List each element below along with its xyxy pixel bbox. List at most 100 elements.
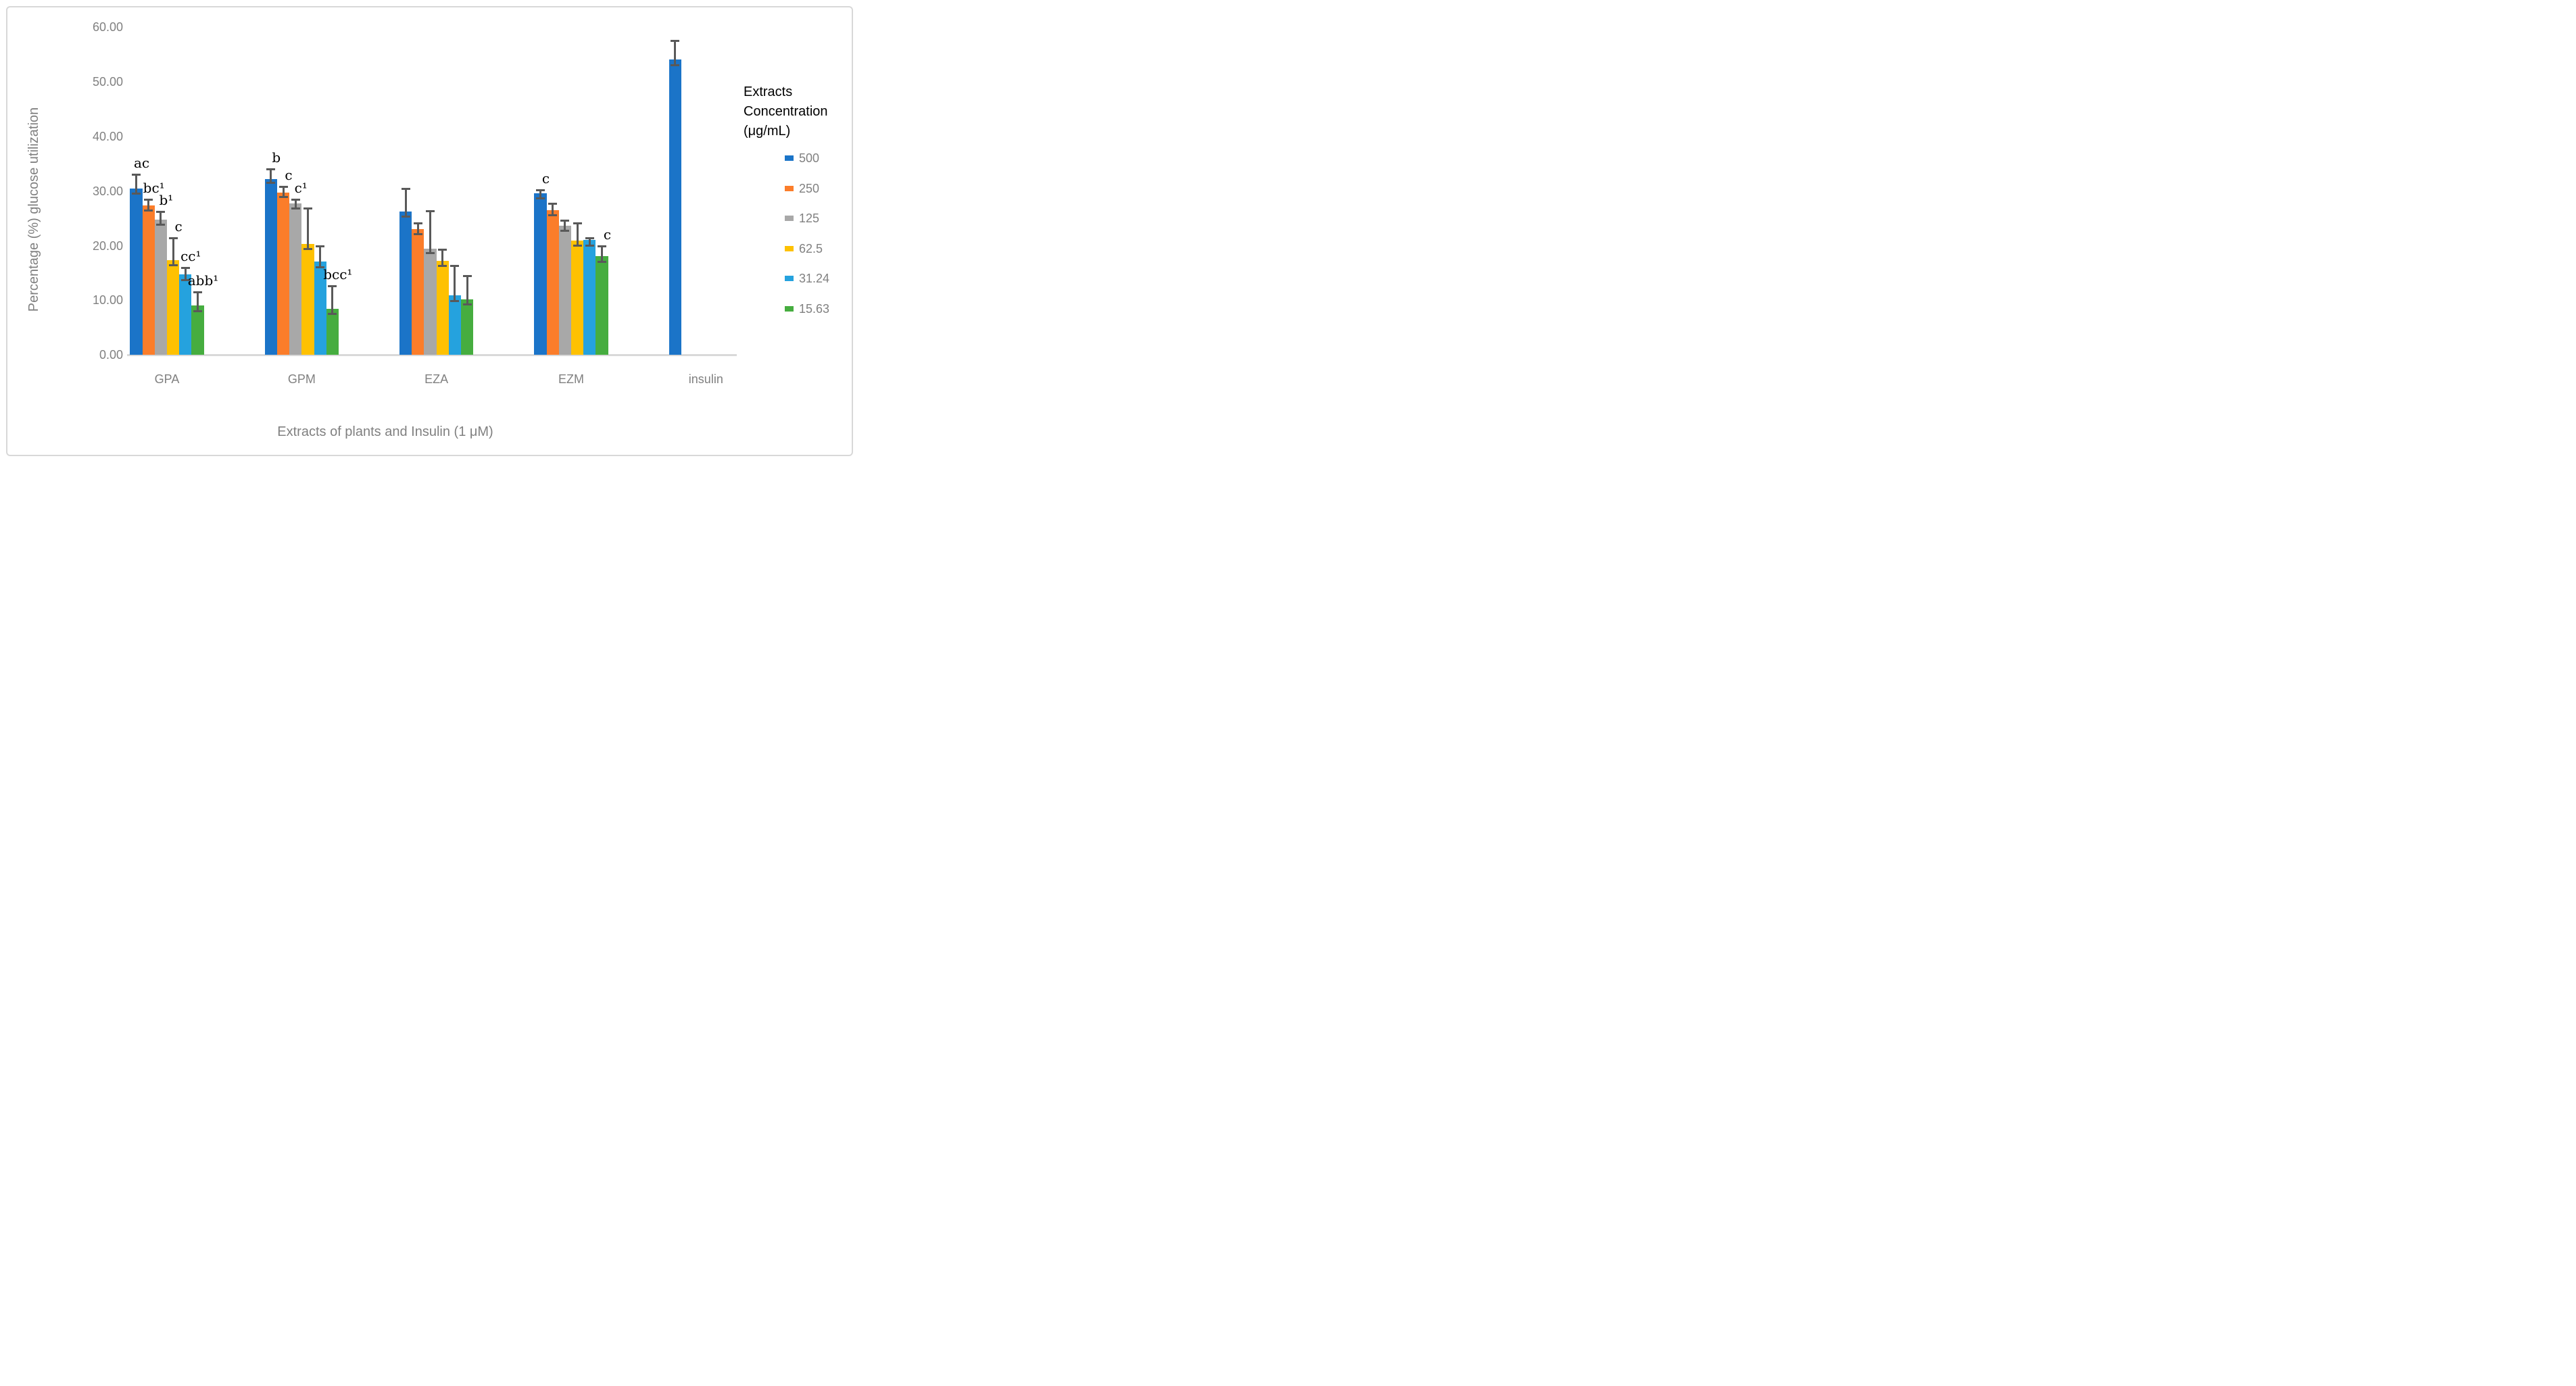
error-bar-GPA-62.5-cap-bottom xyxy=(168,264,178,266)
legend-item-label: 125 xyxy=(799,212,820,226)
annotation-GPM-15.63: bcc¹ xyxy=(323,266,353,283)
bar-EZM-250 xyxy=(546,209,559,355)
y-axis-tick-label: 20.00 xyxy=(92,239,123,253)
annotation-GPA-125: b¹ xyxy=(159,191,174,208)
error-bar-GPA-62.5 xyxy=(172,238,174,266)
error-bar-GPA-62.5-cap-top xyxy=(168,237,178,240)
error-bar-EZM-62.5-cap-bottom xyxy=(573,245,582,247)
error-bar-GPA-15.63-cap-top xyxy=(193,291,202,294)
error-bar-GPA-125-cap-bottom xyxy=(156,223,166,226)
error-bar-EZM-500-cap-top xyxy=(535,189,545,191)
legend-swatch-icon xyxy=(785,306,794,312)
legend-item-label: 31.24 xyxy=(799,272,830,286)
error-bar-EZA-62.5 xyxy=(441,249,444,267)
legend-swatch-icon xyxy=(785,276,794,282)
error-bar-GPA-31.24 xyxy=(184,267,187,281)
y-axis-tick-label: 40.00 xyxy=(92,129,123,143)
bar-EZA-15.63 xyxy=(461,299,474,355)
error-bar-GPA-250-cap-top xyxy=(144,198,153,201)
error-bar-GPA-31.24-cap-top xyxy=(180,266,190,269)
bar-GPA-125 xyxy=(154,219,167,355)
error-bar-EZA-62.5-cap-bottom xyxy=(438,265,447,268)
error-bar-GPM-250-cap-top xyxy=(278,186,288,189)
legend-swatch-icon xyxy=(785,155,794,161)
error-bar-EZM-31.24-cap-top xyxy=(585,237,594,240)
bar-GPA-250 xyxy=(142,205,155,355)
error-bar-GPM-500 xyxy=(270,169,272,184)
error-bar-GPM-500-cap-bottom xyxy=(266,182,276,184)
error-bar-GPA-125 xyxy=(160,211,162,225)
error-bar-EZA-125-cap-top xyxy=(426,209,435,212)
error-bar-EZA-125-cap-bottom xyxy=(426,251,435,254)
error-bar-EZM-250-cap-bottom xyxy=(548,214,558,216)
category-label: GPM xyxy=(287,372,316,386)
annotation-GPA-62.5: c xyxy=(174,218,183,235)
bar-EZM-500 xyxy=(534,193,547,355)
error-bar-GPM-15.63-cap-bottom xyxy=(328,313,337,316)
error-bar-EZA-15.63-cap-top xyxy=(462,274,472,277)
bar-GPA-500 xyxy=(130,189,143,355)
y-axis-tick-label: 0.00 xyxy=(99,348,123,362)
error-bar-GPM-31.24-cap-bottom xyxy=(316,266,325,268)
bar-EZA-31.24 xyxy=(448,295,462,355)
error-bar-EZM-62.5-cap-top xyxy=(573,222,582,225)
bar-EZA-62.5 xyxy=(436,261,449,355)
y-axis-title: Percentage (%) glucose utilization xyxy=(26,107,41,312)
error-bar-EZA-250-cap-top xyxy=(413,222,422,225)
y-axis-tick-label: 50.00 xyxy=(92,74,123,89)
error-bar-GPM-125-cap-top xyxy=(291,198,300,201)
annotation-GPM-250: c xyxy=(285,167,293,184)
category-label: EZA xyxy=(424,372,449,386)
error-bar-GPM-62.5-cap-top xyxy=(303,207,312,209)
legend-title: Extracts Concentration (μg/mL) xyxy=(744,84,828,139)
error-bar-EZA-31.24-cap-top xyxy=(450,264,460,267)
annotation-EZM-500: c xyxy=(541,170,550,187)
bar-GPA-62.5 xyxy=(167,260,180,355)
error-bar-GPA-250 xyxy=(147,199,150,211)
error-bar-GPM-31.24-cap-top xyxy=(316,245,325,248)
error-bar-GPM-250 xyxy=(282,187,285,198)
annotation-EZM-15.63: c xyxy=(603,226,612,243)
error-bar-GPM-15.63-cap-top xyxy=(328,285,337,288)
error-bar-EZM-250-cap-top xyxy=(548,203,558,205)
bar-EZA-250 xyxy=(412,229,424,355)
legend-swatch-icon xyxy=(785,216,794,222)
y-axis-tick-label: 10.00 xyxy=(92,293,123,307)
error-bar-GPA-500-cap-bottom xyxy=(132,192,141,195)
error-bar-insulin-500-cap-top xyxy=(671,40,680,43)
error-bar-EZM-62.5 xyxy=(576,223,579,247)
error-bar-GPA-15.63 xyxy=(197,292,199,312)
error-bar-GPM-15.63 xyxy=(331,286,334,315)
error-bar-GPM-500-cap-top xyxy=(266,168,276,171)
bar-EZM-31.24 xyxy=(583,239,596,355)
error-bar-EZA-31.24 xyxy=(454,265,456,301)
error-bar-EZM-500 xyxy=(539,189,541,199)
category-label: insulin xyxy=(688,372,723,386)
bar-insulin-500 xyxy=(669,59,681,355)
bar-GPA-15.63 xyxy=(191,305,204,355)
error-bar-EZM-31.24-cap-bottom xyxy=(585,244,594,247)
annotation-GPM-125: c¹ xyxy=(294,179,308,196)
bar-GPM-15.63 xyxy=(326,308,339,355)
annotation-GPA-500: ac xyxy=(133,154,150,171)
legend-item-label: 250 xyxy=(799,181,820,195)
bar-GPM-125 xyxy=(289,203,302,355)
error-bar-EZM-15.63-cap-bottom xyxy=(597,260,606,263)
error-bar-GPA-31.24-cap-bottom xyxy=(180,279,190,282)
x-axis-title: Extracts of plants and Insulin (1 μM) xyxy=(277,424,493,439)
error-bar-EZM-125-cap-bottom xyxy=(560,230,570,232)
error-bar-GPM-250-cap-bottom xyxy=(278,196,288,199)
error-bar-EZA-31.24-cap-bottom xyxy=(450,300,460,303)
annotation-GPM-500: b xyxy=(272,149,281,166)
bar-EZA-125 xyxy=(424,248,437,355)
error-bar-EZA-500 xyxy=(404,189,407,217)
error-bar-EZA-250 xyxy=(416,223,419,235)
error-bar-EZA-125 xyxy=(429,210,432,253)
bar-EZM-15.63 xyxy=(596,255,608,355)
legend-item-label: 15.63 xyxy=(799,302,830,316)
bar-GPA-31.24 xyxy=(179,274,192,355)
y-axis-tick-label: 60.00 xyxy=(92,20,123,34)
error-bar-EZA-62.5-cap-top xyxy=(438,249,447,251)
annotation-GPA-15.63: abb¹ xyxy=(187,272,219,289)
bar-GPM-62.5 xyxy=(301,244,314,355)
